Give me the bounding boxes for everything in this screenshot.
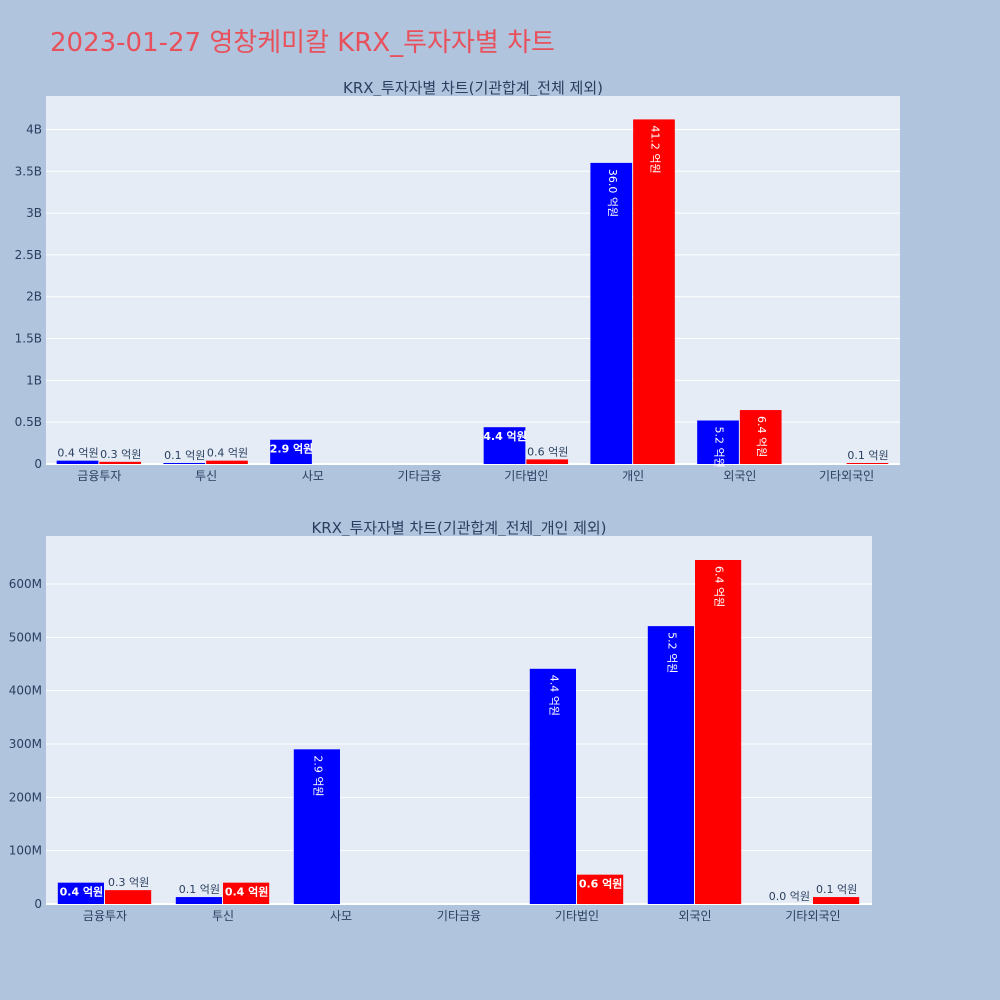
data-label: 0.1 억원: [847, 449, 888, 462]
data-label: 36.0 억원: [606, 169, 619, 217]
y-tick-label: 3.5B: [15, 164, 42, 178]
x-tick-label: 외국인: [678, 909, 711, 923]
y-tick-label: 4B: [26, 122, 42, 136]
data-label: 0.1 억원: [164, 449, 205, 462]
bar: [483, 427, 526, 464]
bar: [526, 459, 569, 464]
data-label: 0.4 억원: [60, 885, 104, 899]
x-tick-label: 사모: [330, 909, 352, 923]
page-title: 2023-01-27 영창케미칼 KRX_투자자별 차트: [50, 28, 555, 58]
y-tick-label: 1.5B: [15, 332, 42, 346]
data-label: 0.6 억원: [579, 877, 623, 891]
x-tick-label: 기타금융: [437, 909, 481, 923]
data-label: 0.0 억원: [769, 890, 810, 903]
bar: [846, 462, 889, 464]
x-tick-label: 금융투자: [83, 909, 127, 923]
bar: [175, 897, 222, 904]
data-label: 6.4 억원: [755, 416, 768, 457]
y-tick-label: 500M: [9, 630, 42, 644]
bar: [206, 460, 248, 464]
data-label: 0.1 억원: [179, 883, 220, 896]
bar: [99, 461, 142, 464]
y-tick-label: 2B: [26, 290, 42, 304]
chart-all-investors: KRX_투자자별 차트(기관합계_전체 제외) 0 0.5B 1B 1.5B 2B 2.5B…: [15, 79, 900, 483]
bar: [739, 410, 782, 464]
data-label: 0.4 억원: [207, 447, 248, 460]
data-label: 4.4 억원: [483, 429, 527, 443]
data-label: 6.4 억원: [713, 566, 726, 607]
bar: [293, 749, 340, 904]
data-label: 4.4 억원: [547, 675, 560, 716]
bar: [813, 897, 860, 904]
y-tick-label: 2.5B: [15, 248, 42, 262]
data-label: 2.9 억원: [311, 755, 324, 796]
data-label: 5.2 억원: [713, 427, 726, 468]
x-tick-label: 기타외국인: [785, 909, 840, 923]
x-tick-label: 기타외국인: [819, 469, 874, 483]
bar: [647, 626, 694, 904]
bar: [57, 882, 104, 904]
chart-title: KRX_투자자별 차트(기관합계_전체_개인 제외): [311, 519, 606, 538]
data-label: 0.4 억원: [57, 447, 98, 460]
y-tick-label: 1B: [26, 373, 42, 387]
data-label: 41.2 억원: [648, 125, 661, 173]
bar: [590, 162, 633, 464]
data-label: 0.1 억원: [816, 883, 857, 896]
bar: [223, 882, 270, 904]
x-tick-label: 기타법인: [555, 909, 599, 923]
y-tick-label: 0.5B: [15, 415, 42, 429]
bar: [270, 439, 312, 464]
data-label: 0.6 억원: [527, 445, 568, 458]
y-tick-label: 600M: [9, 577, 42, 591]
bar: [105, 890, 152, 904]
y-tick-label: 0: [34, 897, 42, 911]
x-tick-label: 투신: [195, 469, 217, 483]
x-tick-label: 금융투자: [77, 469, 121, 483]
bar: [577, 874, 624, 904]
plot-area: [46, 536, 872, 904]
bar: [56, 460, 99, 464]
data-label: 0.3 억원: [100, 448, 141, 461]
x-tick-label: 기타법인: [504, 469, 548, 483]
y-tick-label: 200M: [9, 790, 42, 804]
y-tick-label: 400M: [9, 684, 42, 698]
data-label: 0.4 억원: [225, 885, 269, 899]
bar: [697, 420, 739, 464]
bar: [529, 668, 576, 904]
x-tick-label: 외국인: [723, 469, 756, 483]
bar: [695, 560, 742, 904]
x-tick-label: 기타금융: [398, 469, 442, 483]
y-tick-label: 300M: [9, 737, 42, 751]
x-tick-label: 투신: [212, 909, 234, 923]
bar: [633, 119, 675, 464]
data-label: 5.2 억원: [665, 632, 678, 673]
plot-area: [46, 96, 900, 464]
chart-title: KRX_투자자별 차트(기관합계_전체 제외): [343, 79, 603, 98]
data-label: 0.3 억원: [108, 876, 149, 889]
chart-excluding-individual: KRX_투자자별 차트(기관합계_전체_개인 제외) 0 100M 200M 300M 4…: [9, 519, 872, 923]
y-tick-label: 3B: [26, 206, 42, 220]
data-label: 2.9 억원: [270, 442, 314, 456]
x-tick-label: 개인: [622, 469, 644, 483]
y-tick-label: 0: [34, 457, 42, 471]
bar: [163, 462, 206, 464]
y-tick-label: 100M: [9, 844, 42, 858]
x-tick-label: 사모: [302, 469, 324, 483]
